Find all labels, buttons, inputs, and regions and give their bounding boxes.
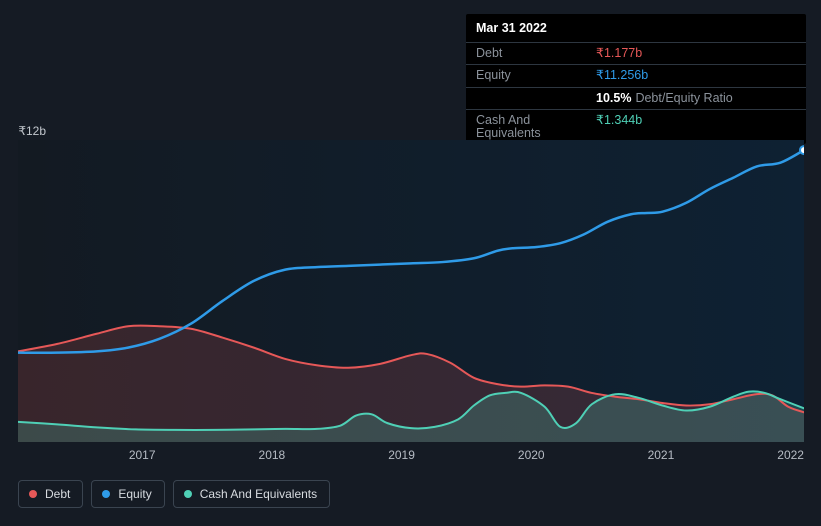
x-axis-tick-label: 2018 (252, 448, 292, 462)
legend-label: Cash And Equivalents (200, 487, 317, 501)
tooltip-date: Mar 31 2022 (466, 14, 806, 42)
tooltip-label-empty (476, 92, 596, 105)
debt-equity-chart[interactable] (18, 140, 804, 442)
tooltip-row-debt: Debt ₹1.177b (466, 42, 806, 65)
chart-tooltip: Mar 31 2022 Debt ₹1.177b Equity ₹11.256b… (466, 14, 806, 144)
tooltip-row-ratio: 10.5% Debt/Equity Ratio (466, 87, 806, 110)
legend-dot-icon (102, 490, 110, 498)
legend-dot-icon (29, 490, 37, 498)
legend-item-debt[interactable]: Debt (18, 480, 83, 508)
chart-legend: Debt Equity Cash And Equivalents (18, 480, 330, 508)
x-axis-tick-label: 2022 (771, 448, 811, 462)
x-axis-tick-label: 2020 (511, 448, 551, 462)
chart-active-marker (800, 146, 804, 154)
tooltip-label: Equity (476, 69, 596, 82)
x-axis-tick-label: 2019 (382, 448, 422, 462)
x-axis-tick-label: 2021 (641, 448, 681, 462)
legend-label: Debt (45, 487, 70, 501)
ratio-number: 10.5% (596, 91, 631, 105)
legend-dot-icon (184, 490, 192, 498)
x-axis-tick-label: 2017 (122, 448, 162, 462)
tooltip-value-debt: ₹1.177b (596, 47, 796, 60)
legend-label: Equity (118, 487, 151, 501)
tooltip-label: Cash And Equivalents (476, 114, 596, 139)
ratio-label: Debt/Equity Ratio (635, 91, 732, 105)
legend-item-cash[interactable]: Cash And Equivalents (173, 480, 330, 508)
tooltip-row-equity: Equity ₹11.256b (466, 64, 806, 87)
tooltip-label: Debt (476, 47, 596, 60)
tooltip-value-equity: ₹11.256b (596, 69, 796, 82)
tooltip-value-ratio: 10.5% Debt/Equity Ratio (596, 92, 796, 105)
tooltip-row-cash: Cash And Equivalents ₹1.344b (466, 109, 806, 144)
legend-item-equity[interactable]: Equity (91, 480, 164, 508)
y-axis-label-max: ₹12b (18, 124, 46, 138)
tooltip-value-cash: ₹1.344b (596, 114, 796, 139)
